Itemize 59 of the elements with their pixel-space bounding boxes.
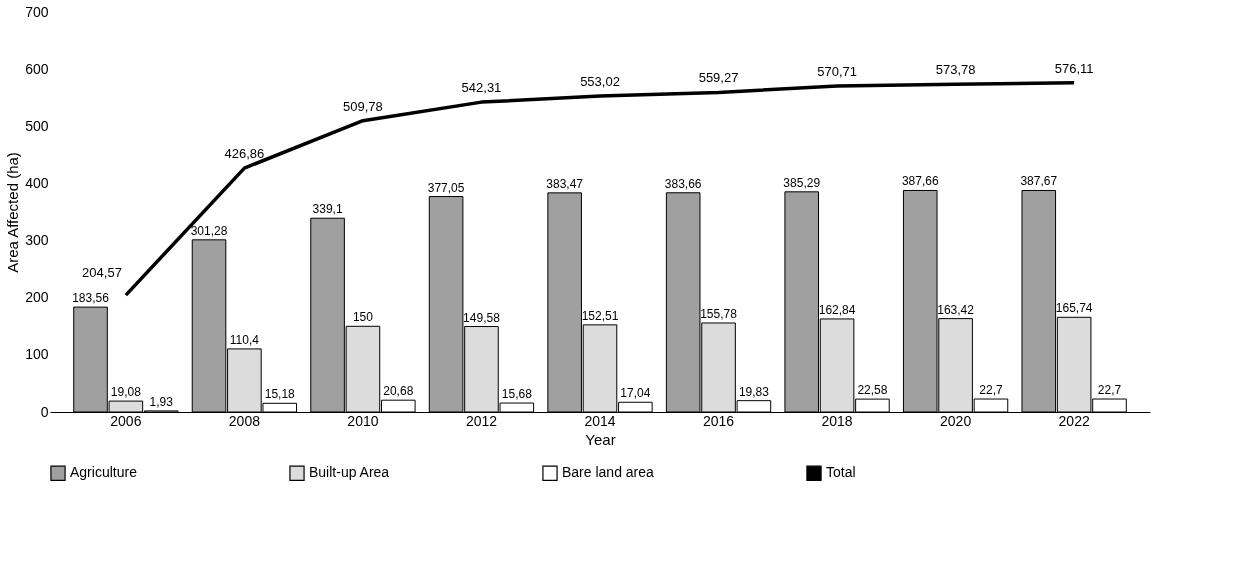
x-tick-label: 2020 xyxy=(940,412,972,429)
data-label: 383,47 xyxy=(546,176,584,191)
data-label: 152,51 xyxy=(581,308,619,323)
legend-label: Total xyxy=(826,464,856,481)
data-label: 155,78 xyxy=(700,306,738,321)
data-label: 573,78 xyxy=(935,62,976,78)
data-label: 339,1 xyxy=(312,202,343,217)
x-tick-label: 2012 xyxy=(465,412,498,429)
data-label: 15,18 xyxy=(264,387,296,402)
y-tick-label: 400 xyxy=(25,174,49,191)
y-tick-label: 600 xyxy=(25,60,49,77)
y-tick-label: 0 xyxy=(40,403,49,420)
data-label: 426,86 xyxy=(224,146,265,162)
legend-label: Agriculture xyxy=(70,464,138,481)
data-label: 15,68 xyxy=(501,387,533,402)
x-tick-label: 2008 xyxy=(228,412,261,429)
data-label: 183,56 xyxy=(72,291,110,306)
x-tick-label: 2016 xyxy=(702,412,735,429)
data-label: 385,29 xyxy=(783,175,821,190)
legend-label: Built-up Area xyxy=(309,464,390,481)
data-label: 387,67 xyxy=(1020,174,1058,189)
x-tick-label: 2010 xyxy=(347,412,379,429)
x-axis-title: Year xyxy=(585,430,616,448)
legend-label: Bare land area xyxy=(562,464,655,481)
data-label: 149,58 xyxy=(463,310,501,325)
x-tick-label: 2006 xyxy=(110,412,142,429)
data-label: 301,28 xyxy=(190,223,228,238)
data-label: 150 xyxy=(352,310,374,325)
data-label: 559,27 xyxy=(698,70,739,86)
x-tick-label: 2014 xyxy=(584,412,616,429)
data-label: 387,66 xyxy=(901,174,939,189)
data-label: 17,04 xyxy=(620,386,651,401)
data-label: 1,93 xyxy=(149,394,174,409)
y-tick-label: 700 xyxy=(25,3,49,20)
data-label: 22,7 xyxy=(1097,383,1122,398)
data-label: 20,68 xyxy=(383,384,414,399)
data-label: 163,42 xyxy=(937,302,975,317)
data-label: 19,08 xyxy=(110,385,142,400)
y-tick-label: 100 xyxy=(25,346,49,363)
y-tick-label: 300 xyxy=(25,232,49,249)
data-label: 22,58 xyxy=(857,383,888,398)
data-label: 162,84 xyxy=(818,302,856,317)
data-label: 570,71 xyxy=(817,63,857,79)
data-label: 165,74 xyxy=(1055,301,1093,316)
x-tick-label: 2022 xyxy=(1058,412,1090,429)
y-tick-label: 500 xyxy=(25,117,49,134)
data-label: 553,02 xyxy=(580,73,620,89)
data-label: 22,7 xyxy=(979,383,1003,398)
data-label: 383,66 xyxy=(664,176,702,191)
data-label: 110,4 xyxy=(229,332,260,347)
data-label: 542,31 xyxy=(461,80,502,96)
y-tick-label: 200 xyxy=(25,289,49,306)
data-label: 377,05 xyxy=(427,180,465,195)
data-label: 576,11 xyxy=(1054,60,1094,76)
data-label: 204,57 xyxy=(82,265,122,281)
x-tick-label: 2018 xyxy=(821,412,853,429)
data-label: 19,83 xyxy=(738,384,770,399)
y-axis-title: Area Affected (ha) xyxy=(4,152,22,273)
data-label: 509,78 xyxy=(343,98,383,114)
